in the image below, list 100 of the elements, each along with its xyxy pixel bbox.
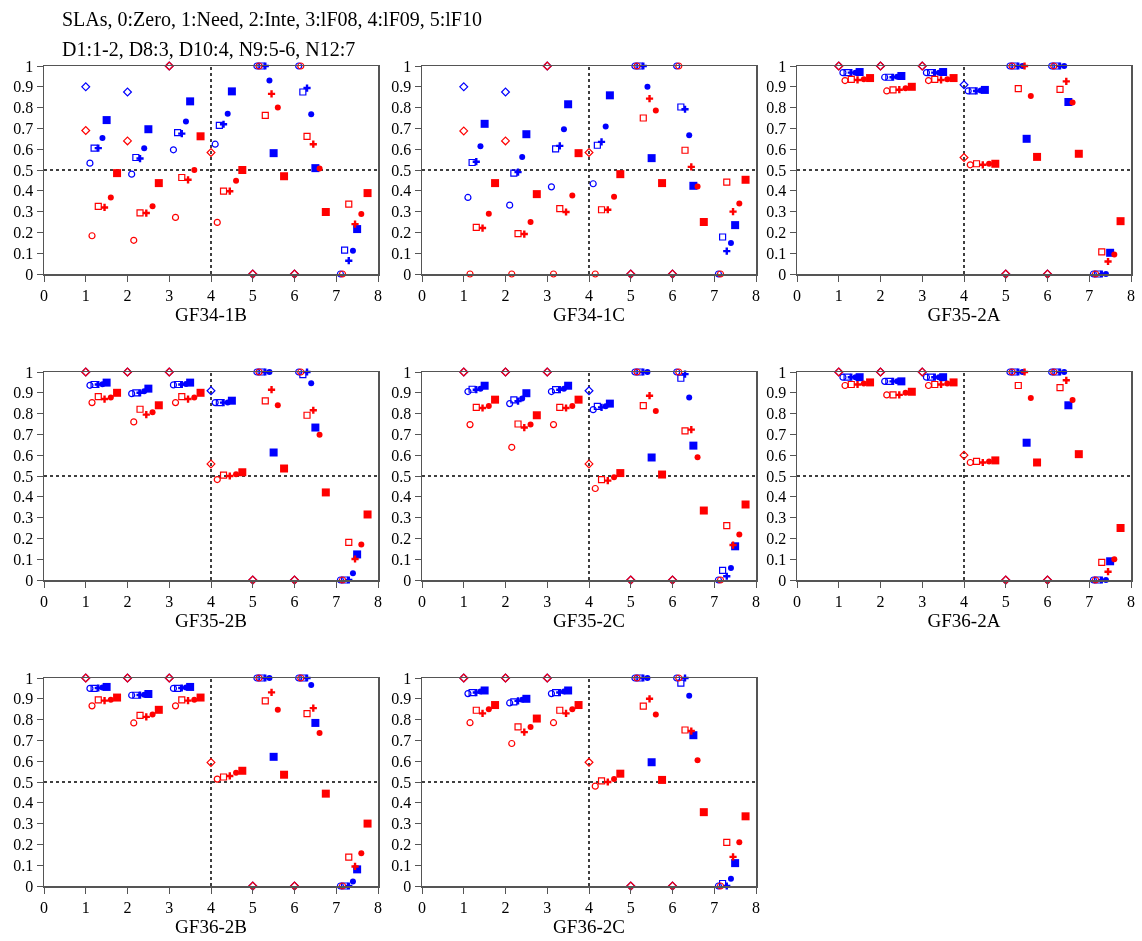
y-tick-label: 0.9 [13, 690, 34, 708]
y-tick-label: 0.8 [391, 711, 412, 729]
y-tick-label: 0.2 [766, 530, 787, 547]
y-tick-label: 0.9 [13, 384, 34, 402]
y-tick-label: 0.3 [766, 203, 787, 221]
y-tick-label: 0.8 [766, 405, 787, 423]
y-tick-label: 0.9 [391, 384, 412, 402]
x-tick-label: 2 [501, 898, 510, 916]
y-tick-label: 0.4 [391, 182, 412, 200]
x-tick-label: 5 [1001, 286, 1010, 304]
x-tick-label: 7 [332, 898, 341, 916]
x-tick-label: 7 [710, 286, 719, 304]
y-tick-label: 0.1 [766, 244, 787, 262]
y-tick-label: 0.2 [766, 224, 787, 241]
y-tick-label: 0.6 [391, 140, 412, 158]
y-tick-label: 0.1 [391, 244, 412, 262]
y-tick-label: 0.6 [766, 446, 787, 464]
chart-title: SLAs, 0:Zero, 1:Need, 2:Inte, 3:lF08, 4:lF09, 5:lF10 [62, 7, 482, 32]
x-axis-title: GF34-1B [175, 303, 247, 325]
y-tick-label: 0.7 [13, 426, 34, 443]
x-tick-label: 0 [40, 286, 48, 304]
y-tick-label: 0.8 [391, 405, 412, 423]
x-tick-label: 2 [876, 286, 885, 304]
x-tick-label: 6 [668, 592, 677, 610]
x-axis-title: GF35-2C [553, 609, 625, 631]
y-tick-label: 0.1 [13, 244, 34, 262]
x-tick-label: 7 [332, 286, 341, 304]
x-tick-label: 6 [290, 286, 299, 304]
y-tick-label: 0.5 [391, 467, 412, 485]
y-tick-label: 0.4 [391, 488, 412, 506]
y-tick-label: 0.7 [391, 732, 412, 749]
y-tick-label: 0.7 [766, 120, 787, 137]
x-tick-label: 3 [543, 286, 552, 304]
x-tick-label: 5 [248, 286, 257, 304]
x-tick-label: 8 [374, 592, 382, 610]
x-tick-label: 0 [418, 286, 426, 304]
x-tick-label: 2 [501, 286, 510, 304]
y-tick-label: 0 [403, 877, 412, 895]
x-tick-label: 6 [290, 898, 299, 916]
x-tick-label: 2 [876, 592, 885, 610]
y-tick-label: 0 [25, 571, 34, 589]
y-tick-label: 0.8 [13, 99, 34, 117]
x-tick-label: 1 [81, 898, 90, 916]
x-tick-label: 7 [710, 898, 719, 916]
x-tick-label: 8 [752, 286, 760, 304]
x-tick-label: 0 [418, 898, 426, 916]
y-tick-label: 0.6 [13, 752, 34, 770]
y-tick-label: 0.3 [13, 203, 34, 221]
x-tick-label: 3 [165, 898, 174, 916]
x-tick-label: 5 [626, 898, 635, 916]
x-tick-label: 2 [123, 286, 132, 304]
y-tick-label: 0 [778, 571, 787, 589]
x-tick-label: 8 [752, 898, 760, 916]
y-tick-label: 0.5 [766, 467, 787, 485]
x-tick-label: 4 [207, 898, 215, 916]
y-tick-label: 0.5 [766, 161, 787, 179]
y-tick-label: 0.3 [13, 815, 34, 833]
y-tick-label: 1 [25, 57, 34, 75]
y-tick-label: 0.2 [13, 530, 34, 547]
x-axis-title: GF34-1C [553, 303, 625, 325]
y-tick-label: 1 [403, 57, 412, 75]
y-tick-label: 0.9 [391, 690, 412, 708]
x-tick-label: 4 [960, 592, 968, 610]
y-tick-label: 0.3 [766, 509, 787, 527]
x-tick-label: 6 [1043, 592, 1052, 610]
x-tick-label: 0 [793, 286, 801, 304]
x-tick-label: 6 [668, 286, 677, 304]
x-tick-label: 1 [834, 286, 843, 304]
y-tick-label: 0.4 [13, 794, 34, 812]
x-tick-label: 0 [40, 592, 48, 610]
x-tick-label: 0 [40, 898, 48, 916]
x-tick-label: 4 [585, 592, 593, 610]
x-tick-label: 3 [165, 592, 174, 610]
y-tick-label: 0.4 [13, 488, 34, 506]
y-tick-label: 0.5 [391, 773, 412, 791]
x-tick-label: 5 [248, 592, 257, 610]
y-tick-label: 0.2 [13, 836, 34, 853]
y-tick-label: 1 [403, 669, 412, 687]
y-tick-label: 0.3 [391, 815, 412, 833]
x-tick-label: 4 [960, 286, 968, 304]
y-tick-label: 1 [25, 669, 34, 687]
y-tick-label: 0.3 [13, 509, 34, 527]
y-tick-label: 0.4 [766, 488, 787, 506]
y-tick-label: 0.7 [766, 426, 787, 443]
x-tick-label: 8 [374, 898, 382, 916]
y-tick-label: 0.5 [13, 161, 34, 179]
x-tick-label: 0 [418, 592, 426, 610]
y-tick-label: 0.8 [13, 405, 34, 423]
y-tick-label: 0 [25, 877, 34, 895]
y-tick-label: 0.3 [391, 203, 412, 221]
y-tick-label: 0.9 [766, 78, 787, 96]
x-tick-label: 2 [123, 592, 132, 610]
y-tick-label: 0.1 [391, 856, 412, 874]
x-tick-label: 6 [668, 898, 677, 916]
y-tick-label: 0.7 [391, 120, 412, 137]
y-tick-label: 0.7 [13, 732, 34, 749]
x-tick-label: 8 [752, 592, 760, 610]
y-tick-label: 0.4 [766, 182, 787, 200]
x-tick-label: 7 [1085, 286, 1094, 304]
x-axis-title: GF35-2B [175, 609, 247, 631]
